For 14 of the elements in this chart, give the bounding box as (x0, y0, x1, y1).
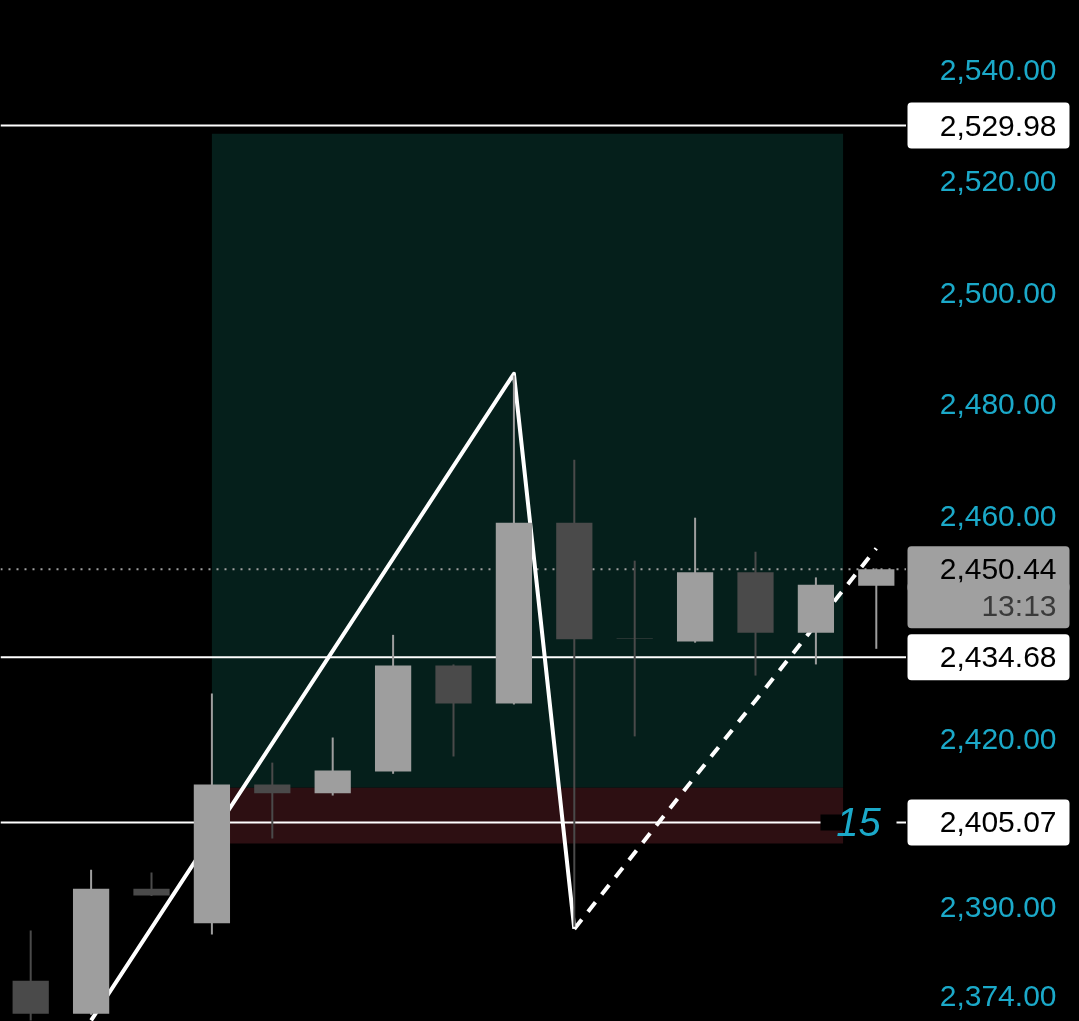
y-tick-label: 2,374.00 (939, 978, 1057, 1012)
y-tick-label: 2,420.00 (939, 722, 1057, 756)
y-tick-label: 2,460.00 (939, 499, 1057, 533)
ref-line-label: 2,529.98 (939, 108, 1057, 142)
y-tick-label: 2,520.00 (939, 164, 1057, 198)
ref-line-label: 2,434.68 (939, 640, 1057, 674)
y-tick-label: 2,500.00 (939, 275, 1057, 309)
ref-line-label: 2,405.07 (939, 805, 1057, 839)
y-tick-label: 2,390.00 (939, 889, 1057, 923)
annotation: 15 (836, 800, 882, 845)
text: 13:13 (981, 588, 1057, 622)
y-tick-label: 2,540.00 (939, 52, 1057, 86)
y-tick-label: 2,480.00 (939, 387, 1057, 421)
ref-line-label: 2,450.44 (939, 552, 1057, 586)
